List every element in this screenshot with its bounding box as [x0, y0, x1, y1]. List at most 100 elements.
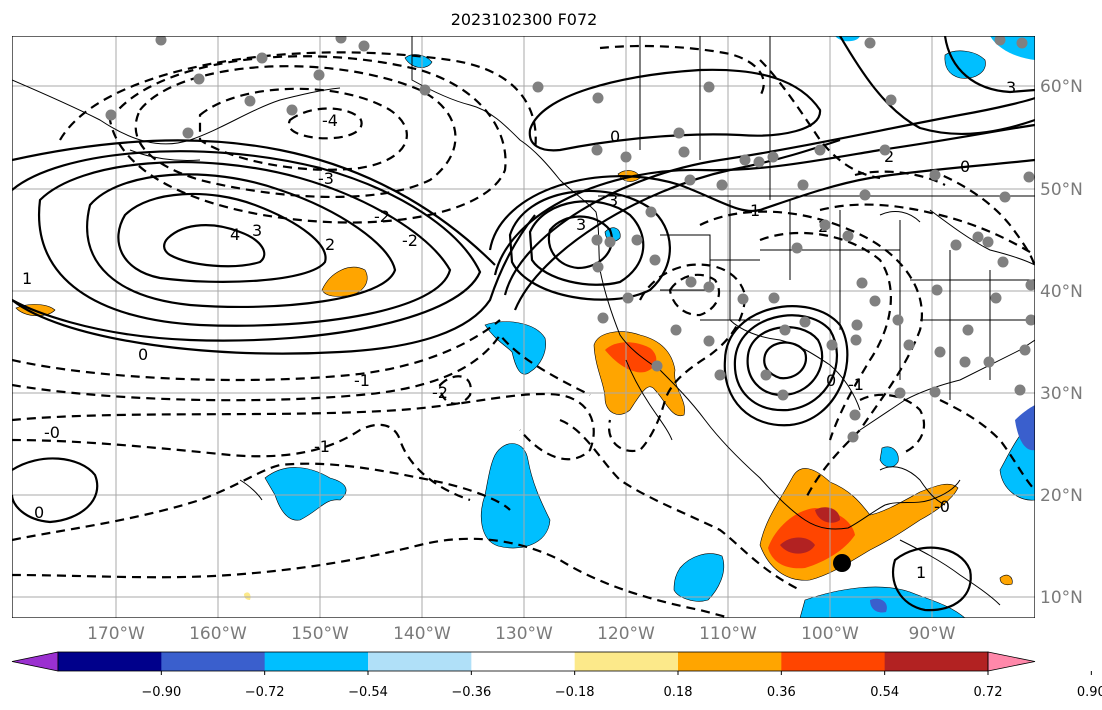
contour-line [763, 341, 808, 380]
station-dot [591, 234, 603, 246]
station-dot [972, 231, 984, 243]
contour-line [12, 150, 482, 342]
contour-line [86, 173, 397, 309]
lon-label: 150°W [291, 624, 349, 644]
station-dot [982, 236, 994, 248]
contour-label: 1 [916, 563, 926, 582]
station-dot [768, 292, 780, 304]
contour-label: -0 [934, 497, 950, 516]
contour-label: -4 [322, 111, 338, 130]
station-dot [716, 179, 728, 191]
station-dot [999, 191, 1011, 203]
station-dot [753, 156, 765, 168]
station-dot [703, 81, 715, 93]
contour-line [438, 375, 472, 405]
lon-label: 160°W [189, 624, 247, 644]
station-markers [105, 36, 1035, 443]
lon-label: 170°W [87, 624, 145, 644]
station-dot [959, 356, 971, 368]
contour-line [839, 36, 1035, 136]
station-dot [1019, 344, 1031, 356]
lon-label: 110°W [699, 624, 757, 644]
station-dot [997, 256, 1009, 268]
station-dot [684, 174, 696, 186]
station-dot [869, 295, 881, 307]
contour-line [759, 59, 881, 180]
positive-area [244, 592, 251, 600]
contour-line [819, 203, 1035, 256]
contour-label: -1 [848, 375, 864, 394]
colorbar-tick-label: 0.90 [1077, 685, 1102, 700]
contour-label: 0 [960, 157, 970, 176]
contour-label: 3 [252, 221, 262, 240]
negative-area [944, 50, 986, 79]
contour-line [12, 319, 501, 382]
station-dot [983, 356, 995, 368]
contour-line [163, 224, 266, 268]
lat-label: 50°N [1040, 180, 1083, 200]
contour-line [198, 87, 408, 171]
station-dot [894, 387, 906, 399]
longitude-axis: 170°W 160°W 150°W 140°W 130°W 120°W 110°… [87, 624, 956, 644]
station-dot [850, 334, 862, 346]
station-dot [851, 319, 863, 331]
lat-label: 30°N [1040, 384, 1083, 404]
colorbar-tick-label: −0.18 [555, 685, 595, 700]
station-dot [791, 242, 803, 254]
map-title: 2023102300 F072 [451, 10, 598, 29]
station-dot [962, 324, 974, 336]
contour-label: 3 [576, 215, 586, 234]
contour-line [733, 314, 839, 412]
positive-area [999, 574, 1013, 586]
station-dot [678, 146, 690, 158]
colorbar-segment [574, 652, 679, 671]
negative-area [673, 553, 725, 602]
lat-label: 10°N [1040, 588, 1083, 608]
contour-label: 1 [22, 269, 32, 288]
station-dot [994, 36, 1006, 46]
colorbar: −0.90 −0.72 −0.54 −0.36 −0.18 0.18 0.36 0.54 0.7… [11, 651, 1102, 700]
colorbar-extend-min [11, 651, 59, 672]
contour-line [12, 462, 511, 542]
contour-label: 0 [138, 345, 148, 364]
colorbar-tick-label: −0.90 [141, 685, 181, 700]
station-dot [620, 151, 632, 163]
contour-line [943, 36, 1035, 94]
positive-area [605, 342, 657, 373]
station-dot [797, 179, 809, 191]
station-dot [856, 277, 868, 289]
contour-label: 1 [750, 201, 760, 220]
station-dot [849, 409, 861, 421]
contours [12, 36, 1035, 618]
contour-label: 0 [610, 127, 620, 146]
contour-line [859, 393, 926, 453]
contour-line [929, 168, 1035, 271]
contour-line [12, 392, 595, 461]
station-dot [931, 284, 943, 296]
station-dot [885, 94, 897, 106]
colorbar-segment [678, 652, 782, 671]
contour-line [134, 65, 457, 198]
colorbar-tick-label: 0.54 [870, 685, 899, 700]
negative-area [264, 467, 347, 521]
station-dot [597, 312, 609, 324]
station-dot [1016, 37, 1028, 49]
contour-label: -0 [44, 423, 60, 442]
station-dot [193, 73, 205, 85]
colorbar-tick-label: −0.36 [451, 685, 491, 700]
contour-line [488, 158, 1035, 251]
contour-label: -2 [432, 383, 448, 402]
colorbar-tick-label: −0.72 [245, 685, 285, 700]
lon-label: 130°W [495, 624, 553, 644]
contour-labels: 4 3 2 1 0 3 3 2 1 0 2 3 0 1 0 -4 -3 -2 -… [22, 78, 1016, 582]
station-dot [777, 389, 789, 401]
colorbar-segment [368, 652, 472, 671]
station-dot [826, 339, 838, 351]
positive-area [815, 507, 840, 523]
station-dot [814, 144, 826, 156]
station-dot [864, 37, 876, 49]
station-dot [1025, 314, 1035, 326]
station-dot [335, 36, 347, 44]
station-dot [950, 239, 962, 251]
